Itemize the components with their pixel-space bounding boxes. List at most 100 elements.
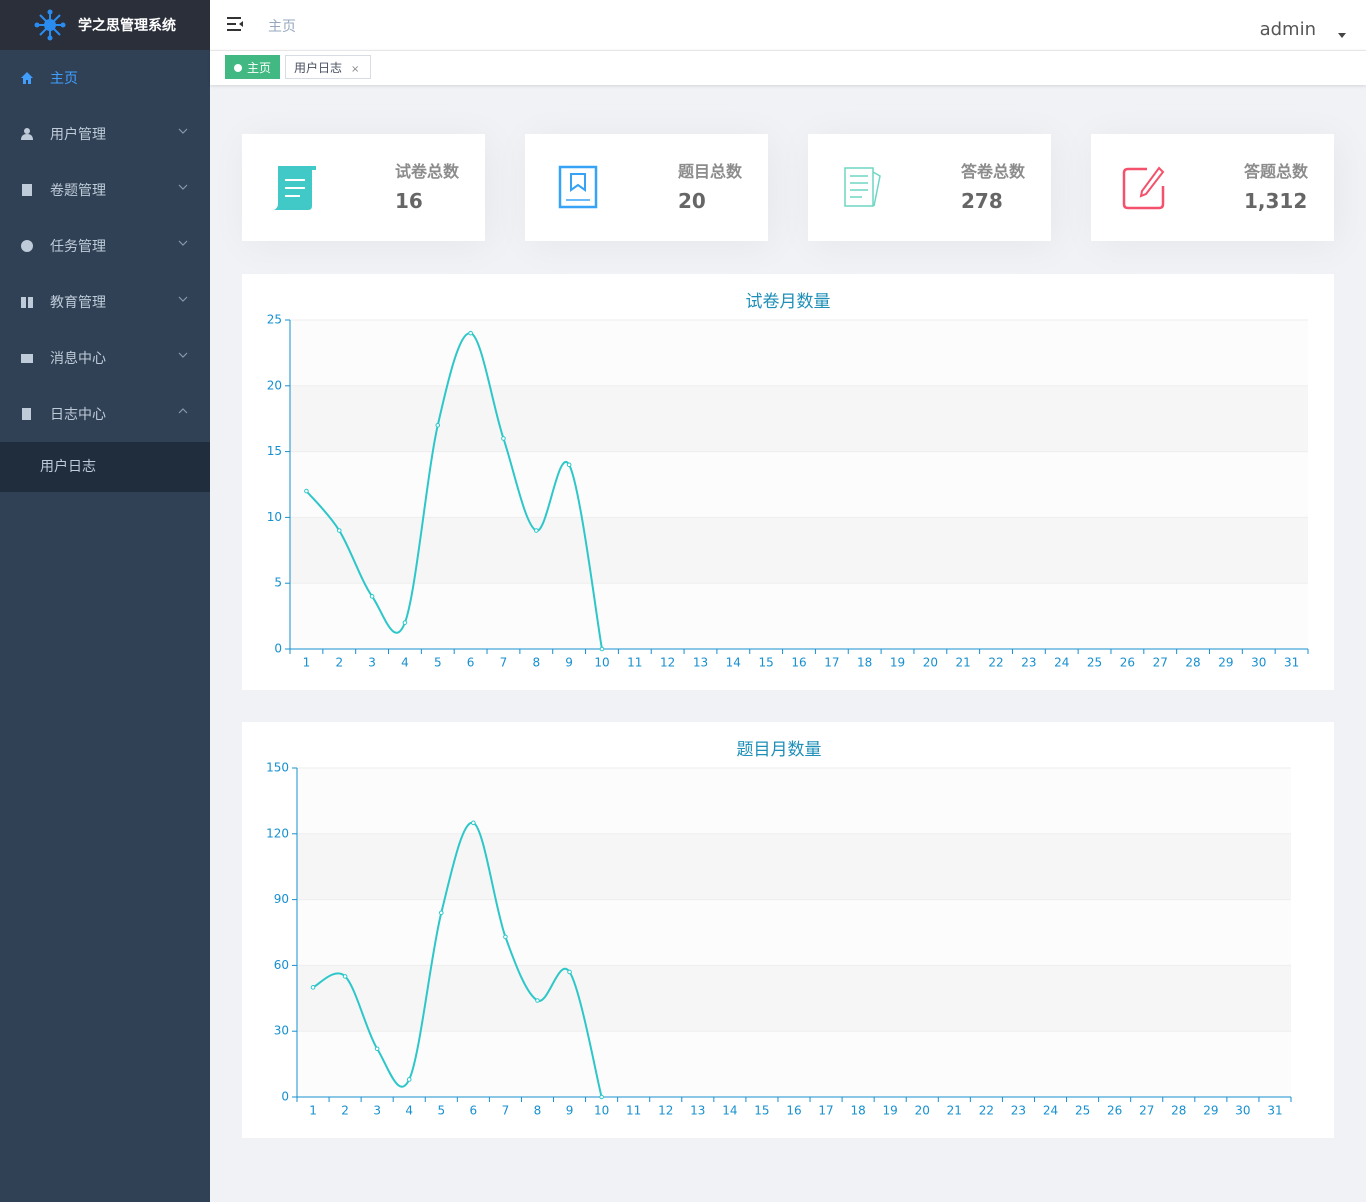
grid-band	[290, 385, 1308, 452]
x-tick-label: 6	[470, 1104, 478, 1118]
x-tick-label: 3	[373, 1104, 381, 1118]
stat-card: 试卷总数 16	[242, 134, 485, 241]
card-icon	[1122, 166, 1165, 210]
card-value: 1,312	[1244, 189, 1308, 213]
point	[438, 910, 444, 916]
menu-label: 卷题管理	[50, 183, 106, 199]
x-tick-label: 18	[857, 656, 872, 670]
tab-active[interactable]: 主页	[225, 55, 281, 79]
grid-band	[297, 833, 1291, 900]
x-tick-label: 14	[722, 1104, 737, 1118]
card-value: 16	[395, 189, 423, 213]
card-value: 20	[678, 189, 706, 213]
x-tick-label: 8	[534, 1104, 542, 1118]
point	[468, 330, 473, 336]
x-tick-label: 30	[1235, 1104, 1250, 1118]
grid-band	[297, 965, 1291, 1032]
point	[471, 820, 476, 826]
grid-band	[297, 899, 1291, 966]
x-tick-label: 24	[1054, 656, 1069, 670]
x-tick-label: 13	[690, 1104, 705, 1118]
menu-item[interactable]: 卷题管理	[0, 162, 210, 218]
x-tick-label: 17	[818, 1104, 833, 1118]
stat-card: 答题总数 1,312	[1091, 134, 1334, 241]
x-tick-label: 4	[401, 656, 409, 670]
hamburger[interactable]	[227, 16, 245, 32]
x-tick-label: 1	[303, 656, 311, 670]
card-label: 试卷总数	[394, 162, 459, 181]
menu-item[interactable]: 任务管理	[0, 218, 210, 274]
menu-label: 任务管理	[50, 239, 106, 255]
chart-title: 试卷月数量	[746, 292, 831, 312]
menu-icon	[22, 184, 32, 196]
y-tick-label: 25	[267, 313, 282, 327]
tab[interactable]: 用户日志 ×	[285, 55, 371, 79]
point	[567, 969, 572, 975]
menu-item[interactable]: 日志中心	[0, 386, 210, 442]
logo: 学之思管理系统	[0, 0, 210, 50]
x-tick-label: 6	[467, 656, 475, 670]
menu-item[interactable]: 主页	[0, 50, 210, 106]
x-tick-label: 21	[956, 656, 971, 670]
x-tick-label: 21	[947, 1104, 962, 1118]
x-tick-label: 10	[594, 1104, 609, 1118]
grid-band	[290, 451, 1308, 518]
y-tick-label: 10	[267, 510, 282, 524]
menu-icon	[21, 128, 33, 140]
point	[566, 462, 572, 468]
menu-label: 日志中心	[50, 407, 106, 423]
x-tick-label: 15	[754, 1104, 769, 1118]
point	[501, 436, 506, 441]
chevron	[178, 128, 188, 134]
x-tick-label: 27	[1153, 656, 1168, 670]
x-tick-label: 19	[883, 1104, 898, 1118]
x-tick-label: 31	[1284, 656, 1299, 670]
user-name[interactable]: admin	[1259, 19, 1316, 40]
header: 主页 admin	[210, 0, 1366, 50]
chevron	[178, 352, 188, 358]
point	[406, 1077, 412, 1082]
x-tick-label: 7	[500, 656, 508, 670]
x-tick-label: 24	[1043, 1104, 1058, 1118]
point	[402, 620, 408, 625]
submenu-item[interactable]: 用户日志	[0, 442, 210, 492]
point	[599, 646, 605, 652]
x-tick-label: 26	[1107, 1104, 1122, 1118]
card-label: 题目总数	[677, 162, 742, 181]
x-tick-label: 12	[660, 656, 675, 670]
y-tick-label: 0	[281, 1090, 289, 1104]
menu-item[interactable]: 用户管理	[0, 106, 210, 162]
breadcrumb: 主页	[268, 19, 296, 35]
chevron	[178, 240, 188, 246]
menu-item[interactable]: 消息中心	[0, 330, 210, 386]
x-tick-label: 23	[1011, 1104, 1026, 1118]
grid-band	[297, 768, 1291, 834]
x-tick-label: 15	[759, 656, 774, 670]
point	[599, 1094, 604, 1100]
x-tick-label: 13	[693, 656, 708, 670]
y-tick-label: 20	[267, 378, 282, 392]
menu-icon	[21, 297, 33, 308]
y-tick-label: 15	[267, 444, 282, 458]
menu-icon	[21, 240, 33, 252]
sidebar: 学之思管理系统 主页用户管理卷题管理任务管理教育管理 消息中心日志中心 用户日志	[0, 0, 210, 1202]
tab-label: 主页	[247, 61, 272, 75]
x-tick-label: 27	[1139, 1104, 1154, 1118]
card-icon	[844, 167, 881, 207]
x-tick-label: 25	[1075, 1104, 1090, 1118]
point	[310, 985, 316, 990]
chevron	[178, 184, 188, 190]
x-tick-label: 28	[1185, 656, 1200, 670]
x-tick-label: 30	[1251, 656, 1266, 670]
y-tick-label: 30	[274, 1024, 289, 1038]
card-value: 278	[961, 189, 1003, 213]
point	[369, 594, 375, 599]
point	[535, 998, 540, 1003]
menu-icon	[22, 408, 31, 420]
menu-item[interactable]: 教育管理	[0, 274, 210, 330]
menu-label: 主页	[50, 71, 78, 87]
x-tick-label: 7	[502, 1104, 510, 1118]
x-tick-label: 12	[658, 1104, 673, 1118]
card-icon	[274, 166, 316, 210]
user-caret	[1338, 33, 1346, 38]
